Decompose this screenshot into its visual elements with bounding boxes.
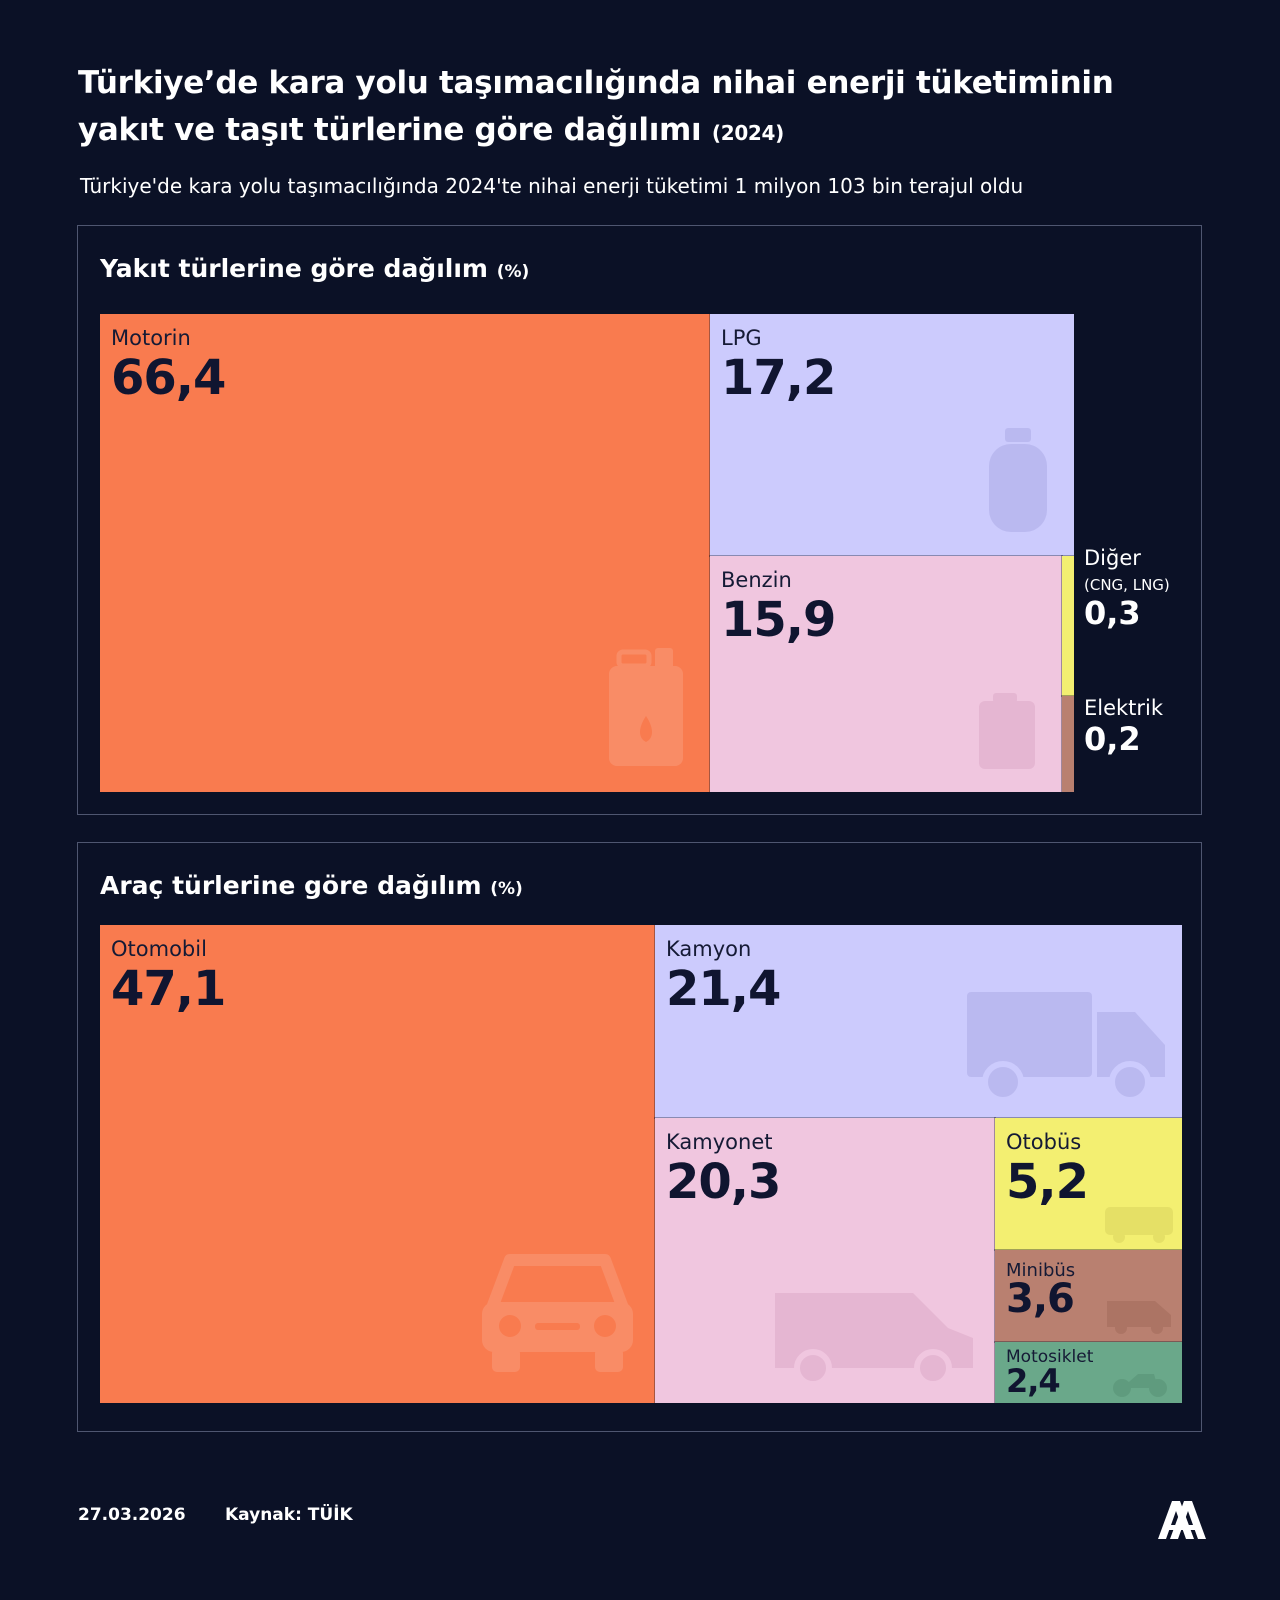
- vehicle-type-panel: Araç türlerine göre dağılım (%) Otomobil…: [77, 842, 1202, 1432]
- cell-label: Otomobil: [111, 937, 207, 961]
- treemap-cell-elektrik: [1061, 695, 1075, 793]
- vehicle-panel-unit: (%): [490, 879, 523, 899]
- treemap-cell-kamyon: Kamyon 21,4: [654, 924, 1183, 1119]
- title-year: (2024): [711, 121, 785, 145]
- bus-icon: [1105, 1207, 1173, 1243]
- subtitle: Türkiye'de kara yolu taşımacılığında 202…: [80, 174, 1024, 198]
- aa-logo-icon: [1158, 1501, 1206, 1539]
- cell-value: 21,4: [666, 961, 781, 1017]
- elektrik-value: 0,2: [1084, 720, 1141, 758]
- cell-value: 15,9: [721, 592, 836, 648]
- vehicle-panel-title-text: Araç türlerine göre dağılım: [100, 871, 482, 900]
- fuel-type-panel: Yakıt türlerine göre dağılım (%) Motorin…: [77, 225, 1202, 815]
- fuel-panel-unit: (%): [496, 262, 530, 282]
- motorcycle-icon: [1113, 1374, 1167, 1397]
- vehicle-panel-title: Araç türlerine göre dağılım (%): [100, 871, 523, 900]
- treemap-cell-benzin: Benzin 15,9: [709, 555, 1063, 793]
- cell-label: Kamyon: [666, 937, 752, 961]
- jerrycan-icon: [609, 648, 683, 766]
- fuel-panel-title: Yakıt türlerine göre dağılım (%): [100, 254, 529, 283]
- cell-label: Motorin: [111, 326, 191, 350]
- treemap-cell-minibus: Minibüs 3,6: [994, 1249, 1183, 1343]
- truck-icon: [967, 992, 1165, 1103]
- title-line1: Türkiye’de kara yolu taşımacılığında nih…: [78, 65, 1114, 101]
- cell-label: Benzin: [721, 568, 792, 592]
- title-line2: yakıt ve taşıt türlerine göre dağılımı: [78, 112, 702, 148]
- car-icon: [482, 1254, 633, 1372]
- treemap-cell-motorin: Motorin 66,4: [99, 313, 711, 793]
- cell-label: Kamyonet: [666, 1130, 773, 1154]
- elektrik-label: Elektrik: [1084, 696, 1164, 720]
- diger-sublabel: (CNG, LNG): [1084, 576, 1170, 594]
- diger-value: 0,3: [1084, 594, 1141, 632]
- cell-label: Otobüs: [1006, 1130, 1082, 1154]
- cell-value: 3,6: [1006, 1276, 1075, 1322]
- treemap-cell-motosiklet: Motosiklet 2,4: [994, 1341, 1183, 1404]
- cell-value: 5,2: [1006, 1154, 1089, 1210]
- treemap-cell-otomobil: Otomobil 47,1: [99, 924, 656, 1404]
- van-icon: [775, 1293, 973, 1387]
- treemap-cell-diger: [1061, 555, 1075, 697]
- cell-label: LPG: [721, 326, 762, 350]
- cell-value: 47,1: [111, 961, 226, 1017]
- cell-value: 20,3: [666, 1154, 781, 1210]
- cell-value: 17,2: [721, 350, 836, 406]
- gas-cylinder-icon: [989, 428, 1047, 532]
- cell-value: 66,4: [111, 350, 226, 406]
- minibus-icon: [1107, 1301, 1171, 1334]
- fuel-panel-title-text: Yakıt türlerine göre dağılım: [100, 254, 488, 283]
- treemap-cell-kamyonet: Kamyonet 20,3: [654, 1117, 996, 1404]
- cell-value: 2,4: [1006, 1362, 1061, 1400]
- fuel-can-icon: [979, 693, 1035, 769]
- footer-date: 27.03.2026: [78, 1505, 186, 1525]
- diger-label: Diğer: [1084, 546, 1141, 570]
- page-title: Türkiye’de kara yolu taşımacılığında nih…: [78, 60, 1198, 157]
- cell-label: Motosiklet: [1006, 1347, 1094, 1367]
- cell-label: Minibüs: [1006, 1260, 1076, 1281]
- treemap-cell-lpg: LPG 17,2: [709, 313, 1075, 557]
- treemap-cell-otobus: Otobüs 5,2: [994, 1117, 1183, 1251]
- footer-source: Kaynak: TÜİK: [225, 1505, 353, 1525]
